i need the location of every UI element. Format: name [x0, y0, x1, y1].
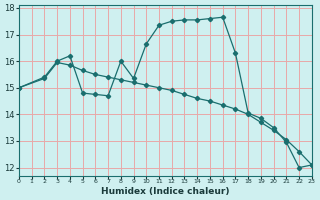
X-axis label: Humidex (Indice chaleur): Humidex (Indice chaleur)	[101, 187, 230, 196]
